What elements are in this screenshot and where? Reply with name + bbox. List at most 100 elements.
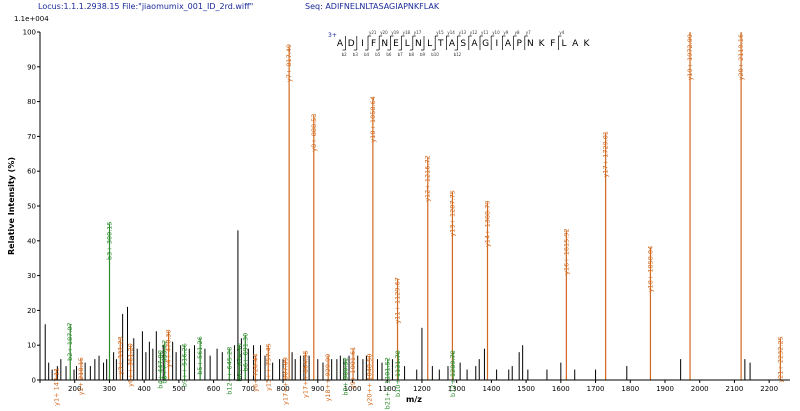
residue: I xyxy=(495,39,498,49)
y-ion-label: y12+ 1216.72 xyxy=(424,155,432,202)
residue: S xyxy=(460,39,466,49)
b-ion-label: b9++ 516.26 xyxy=(181,343,189,387)
b-ion-label: b6+ 691.30 xyxy=(241,333,249,372)
y-tick-label: 30 xyxy=(27,272,36,280)
b-ion-label: b8++ 459.22 xyxy=(161,340,169,384)
b-ion-label: b5+ 561.26 xyxy=(196,336,204,375)
b-ion-label: b3+ 300.15 xyxy=(105,221,113,260)
y-ion-label: y1+ 147.11 xyxy=(52,368,60,406)
x-tick-label: 200 xyxy=(68,385,81,393)
y-tick-label: 40 xyxy=(27,237,36,245)
x-tick-label: 500 xyxy=(172,385,185,393)
x-tick-label: 800 xyxy=(276,385,289,393)
x-tick-label: 1100 xyxy=(378,385,396,393)
b-fragment-index: b6 xyxy=(386,52,392,57)
residue: L xyxy=(427,39,432,49)
y-fragment-index: y11 xyxy=(481,30,489,35)
x-tick-label: 900 xyxy=(311,385,324,393)
y-tick-label: 80 xyxy=(27,98,36,106)
residue: A xyxy=(505,39,512,49)
residue: N xyxy=(527,39,534,49)
residue: L xyxy=(405,39,410,49)
y-ion-label: y13+ 1287.75 xyxy=(448,190,456,237)
x-tick-label: 1600 xyxy=(552,385,570,393)
x-tick-label: 300 xyxy=(103,385,116,393)
x-tick-label: 400 xyxy=(137,385,150,393)
y-fragment-index: y17 xyxy=(414,30,422,35)
y-fragment-index: y10 xyxy=(492,30,500,35)
b-fragment-index: b4 xyxy=(364,52,370,57)
y-tick-label: 70 xyxy=(27,133,36,141)
residue: N xyxy=(415,39,422,49)
y-ion-label: y2+ 218.15 xyxy=(77,357,85,395)
b-ion-label: b12++ 645.28 xyxy=(225,347,233,395)
y-ion-label: y17++ 864.95 xyxy=(302,350,310,398)
y-ion-label: y18+ 1858.04 xyxy=(646,246,654,293)
y-tick-label: 90 xyxy=(27,63,36,71)
y-ion-label: y6+ 720.44 xyxy=(251,354,259,392)
residue: K xyxy=(583,39,590,49)
residue: D xyxy=(348,39,355,49)
x-tick-label: 1800 xyxy=(621,385,639,393)
y-fragment-index: y7 xyxy=(526,30,531,35)
y-ion-label: y10+ 1058.64 xyxy=(369,96,377,143)
y-fragment-index: y21 xyxy=(369,30,377,35)
y-fragment-index: y18 xyxy=(403,30,411,35)
residue: I xyxy=(361,39,364,49)
y-fragment-index: y9 xyxy=(503,30,508,35)
y-tick-label: 60 xyxy=(27,168,36,176)
y-tick-label: 50 xyxy=(27,203,36,211)
x-tick-label: 2200 xyxy=(760,385,778,393)
residue: A xyxy=(572,39,579,49)
axis-ticks: 0 10 20 30 40 50 60 70 80 90 100 200 300 400 500 600 700… xyxy=(23,29,778,394)
precursor-charge: 3+ xyxy=(328,32,337,39)
b-ion-label: b9+ 980.52 xyxy=(342,357,350,396)
y-ion-label: y11+ 1129.67 xyxy=(394,277,402,324)
y-fragment-index: y14 xyxy=(447,30,455,35)
y-tick-label: 10 xyxy=(27,342,36,350)
y-ion-label: y18++ 929.99 xyxy=(324,354,332,402)
b-fragment-index: b5 xyxy=(375,52,381,57)
b-fragment-index: b8 xyxy=(409,52,415,57)
b-fragment-index: b2 xyxy=(342,52,348,57)
x-tick-label: 1200 xyxy=(413,385,431,393)
y-tick-label: 20 xyxy=(27,307,36,315)
residue: E xyxy=(393,39,399,49)
b-fragment-index: b7 xyxy=(398,52,404,57)
residue: P xyxy=(516,39,522,49)
residue: G xyxy=(482,39,489,49)
residue: N xyxy=(381,39,388,49)
y-ion-label: y14+ 1388.79 xyxy=(483,201,491,248)
sequence-label: Seq: ADIFNELNLTASAGIAPNKFLAK xyxy=(305,2,440,11)
y-fragment-index: y12 xyxy=(470,30,478,35)
x-tick-label: 600 xyxy=(207,385,220,393)
b-ion-label: b10+ 1131.70 xyxy=(394,350,402,397)
y-ion-label: y16+ 1615.92 xyxy=(562,228,570,275)
y-axis-title: Relative Intensity (%) xyxy=(7,157,16,255)
residue: F xyxy=(371,39,376,49)
y-ion-label: y8+ 888.53 xyxy=(310,114,318,152)
y-fragment-index: y4 xyxy=(559,30,564,35)
y-ion-label: y3+ 331.23 xyxy=(116,336,124,374)
intensity-scale-label: 1.1e+004 xyxy=(14,15,49,23)
b-fragment-index: b12 xyxy=(454,52,462,57)
residue: F xyxy=(550,39,555,49)
residue: T xyxy=(437,39,444,49)
x-tick-label: 1500 xyxy=(517,385,535,393)
b-ion-label: b21++ 1101.52 xyxy=(384,357,392,409)
y-fragment-index: y20 xyxy=(380,30,388,35)
y-ion-label: y15++ 757.45 xyxy=(264,343,272,391)
b-ion-label: b2+ 187.07 xyxy=(66,322,74,361)
b-fragment-index: b3 xyxy=(353,52,359,57)
axes: m/z Relative Intensity (%) xyxy=(7,32,790,404)
y-ion-label: y6++ 361.20 xyxy=(127,343,135,387)
y-ion-label: y9+ 1001.61 xyxy=(349,347,357,389)
x-tick-label: 1000 xyxy=(344,385,362,393)
y-ion-label: y4+ 470.30 xyxy=(165,329,173,367)
residue: L xyxy=(561,39,566,49)
x-tick-label: 2000 xyxy=(691,385,709,393)
b-fragment-index: b10 xyxy=(431,52,439,57)
y-ion-label: y7+ 817.49 xyxy=(285,44,293,82)
